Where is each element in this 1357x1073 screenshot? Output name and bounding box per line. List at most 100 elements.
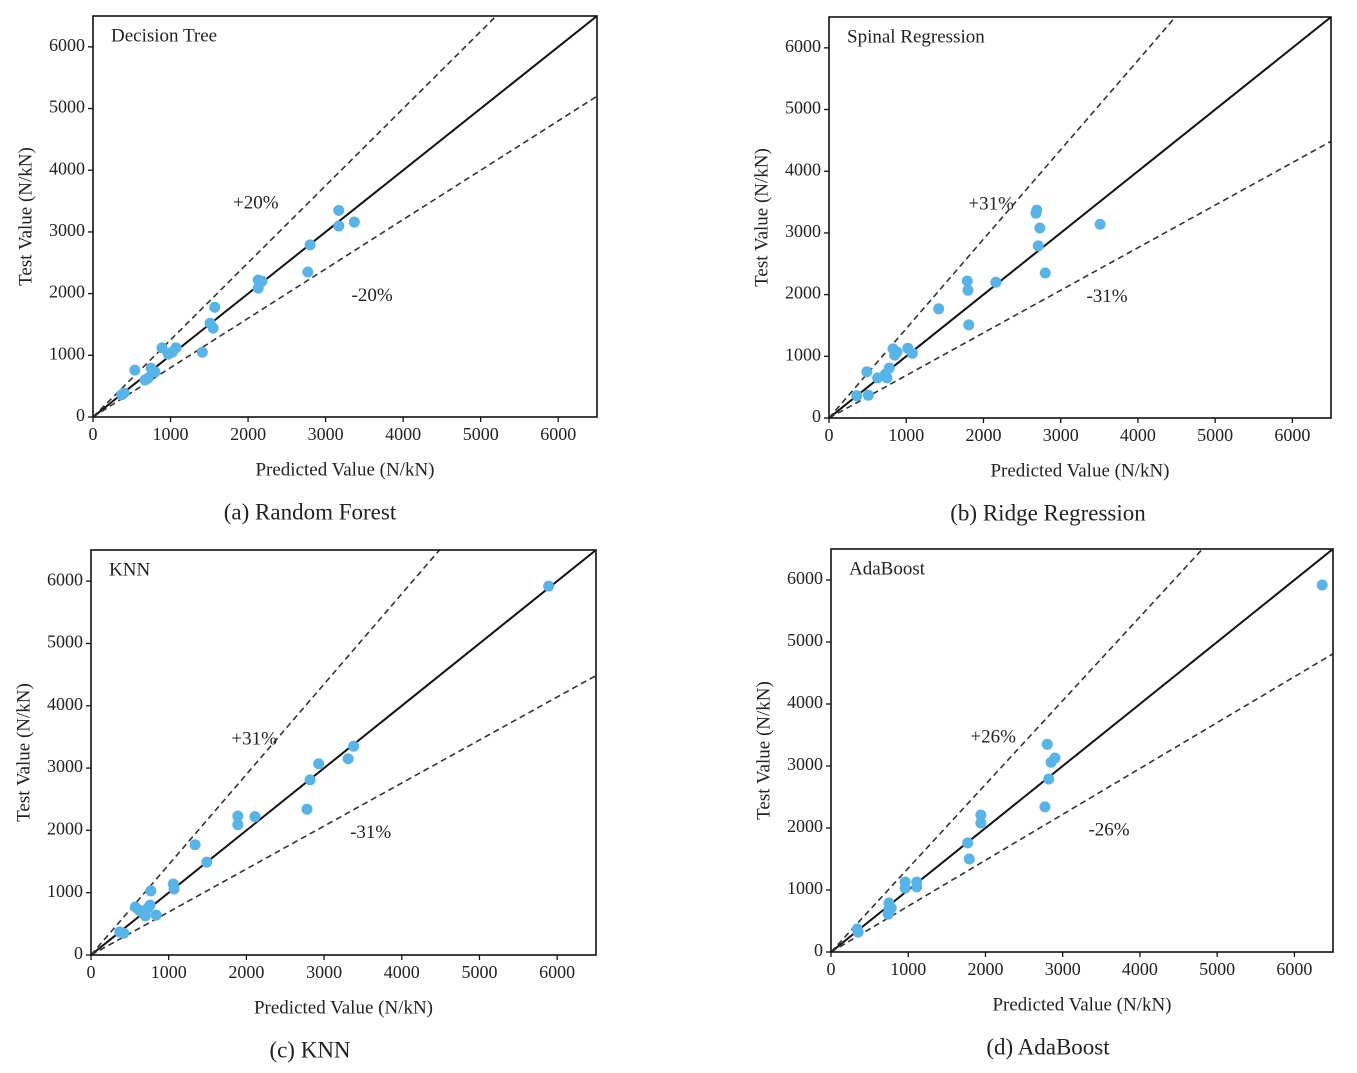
y-tick-label: 1000 [785,344,821,364]
point [129,364,141,376]
point [301,803,313,815]
x-tick-label: 0 [89,424,98,444]
point [207,322,219,334]
y-tick-label: 3000 [787,754,823,774]
inner-title: KNN [109,559,150,580]
y-tick-label: 5000 [49,97,85,117]
plot-frame [90,549,597,956]
y-axis-label: Test Value (N/kN) [13,683,34,822]
band-annotation: -26% [1088,819,1129,840]
point [150,909,162,921]
inner-title: AdaBoost [849,558,926,579]
point [133,904,145,916]
inner-title: Spinal Regression [847,26,985,47]
point [962,284,974,296]
y-tick-label: 0 [74,943,83,963]
point [1316,579,1328,591]
x-tick-label: 6000 [1276,959,1312,979]
y-tick-label: 3000 [785,221,821,241]
error-band-line [93,95,597,417]
point [302,266,314,278]
band-annotation: +20% [233,193,279,214]
point [1045,756,1057,768]
point [861,366,873,378]
panel: +31% -31% 0 1000 2000 3000 4000 5000 6000 0 1000 20… [751,16,1332,525]
point [975,809,987,821]
y-tick-label: 5000 [785,98,821,118]
point [852,926,864,938]
point [891,346,903,358]
point [1034,222,1046,234]
point [342,753,354,765]
point [975,817,987,829]
point [313,758,325,770]
point [252,282,264,294]
point [543,580,555,592]
x-axis-label: Predicted Value (N/kN) [254,997,433,1018]
y-tick-label: 2000 [47,819,83,839]
y-tick-label: 1000 [49,343,85,363]
x-tick-label: 1000 [890,959,926,979]
point [333,220,345,232]
x-tick-label: 4000 [1120,425,1156,445]
point [333,204,345,216]
band-annotation: -31% [1086,286,1127,307]
band-annotation: +26% [970,726,1016,747]
y-tick-label: 5000 [47,632,83,652]
caption: (d) AdaBoost [986,1034,1110,1059]
x-tick-label: 1000 [153,424,189,444]
point [348,216,360,228]
panel: +31% -31% 0 1000 2000 3000 4000 5000 6000 0 1000 20… [13,549,597,1062]
y-tick-label: 2000 [785,283,821,303]
point [961,275,973,287]
point [911,881,923,893]
x-tick-label: 6000 [540,424,576,444]
y-tick-label: 6000 [787,568,823,588]
point [168,883,180,895]
band-annotation: +31% [968,194,1014,215]
error-band-line [831,549,1204,952]
point [1094,218,1106,230]
error-band-line [829,140,1331,418]
point [906,347,918,359]
point [1039,801,1051,813]
x-axis-label: Predicted Value (N/kN) [990,460,1169,481]
x-tick-label: 4000 [1122,959,1158,979]
plot-area [831,549,1333,952]
point [201,856,213,868]
y-tick-label: 2000 [787,816,823,836]
point [196,346,208,358]
point [139,374,151,386]
point [962,837,974,849]
y-tick-label: 6000 [49,35,85,55]
x-tick-label: 2000 [965,425,1001,445]
x-tick-label: 6000 [539,962,575,982]
error-band-line [91,674,596,955]
point [963,319,975,331]
x-tick-label: 3000 [1043,425,1079,445]
y-tick-label: 0 [76,405,85,425]
error-band-line [91,550,441,955]
inner-title: Decision Tree [111,25,217,46]
point [232,819,244,831]
identity-line [91,550,596,955]
x-tick-label: 5000 [461,962,497,982]
point [899,882,911,894]
y-tick-label: 4000 [787,692,823,712]
point [209,301,221,313]
x-axis-label: Predicted Value (N/kN) [992,994,1171,1015]
caption: (c) KNN [269,1037,350,1062]
point [862,389,874,401]
point [118,927,130,939]
y-tick-label: 0 [814,940,823,960]
y-tick-label: 4000 [785,159,821,179]
x-tick-label: 3000 [306,962,342,982]
caption: (b) Ridge Regression [950,500,1146,525]
y-tick-label: 6000 [47,569,83,589]
point [162,348,174,360]
y-tick-label: 6000 [785,36,821,56]
point [1041,738,1053,750]
band-annotation: -20% [352,285,393,306]
y-axis-label: Test Value (N/kN) [15,147,36,286]
point [872,372,884,384]
